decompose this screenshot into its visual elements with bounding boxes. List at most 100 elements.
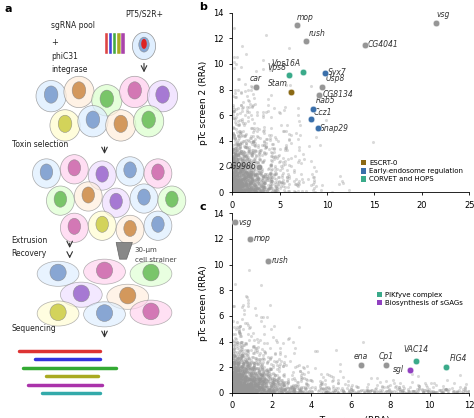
Point <box>264 176 272 183</box>
Point <box>255 370 263 376</box>
Point <box>288 132 295 138</box>
Point <box>285 72 293 79</box>
Point <box>245 337 253 344</box>
Point <box>229 124 237 130</box>
Point <box>251 183 258 190</box>
Point <box>441 386 449 393</box>
Point <box>339 387 347 394</box>
Point <box>247 381 255 388</box>
Point <box>232 386 240 393</box>
Point <box>303 363 311 370</box>
Point <box>254 186 261 193</box>
Point <box>294 104 301 111</box>
Point <box>252 188 259 195</box>
Point <box>231 153 238 160</box>
Point <box>232 166 240 173</box>
Point <box>237 386 245 393</box>
Point <box>236 367 244 374</box>
Point <box>261 184 268 191</box>
Point <box>243 382 251 389</box>
Point <box>251 380 259 386</box>
Point <box>259 176 266 183</box>
Point <box>242 369 249 375</box>
Point <box>230 175 237 182</box>
Point <box>261 364 268 370</box>
Point <box>240 363 247 370</box>
Point <box>233 377 240 384</box>
Point <box>296 131 303 138</box>
Text: integrase: integrase <box>51 65 88 74</box>
Point <box>231 219 239 226</box>
Point <box>239 376 247 382</box>
Point <box>259 314 266 320</box>
Point <box>260 377 267 384</box>
Point <box>241 168 248 175</box>
Point <box>303 380 310 387</box>
Point <box>266 372 273 378</box>
Point <box>254 109 261 115</box>
Point <box>231 385 239 392</box>
Point <box>264 185 272 192</box>
Point <box>229 135 237 142</box>
Point <box>253 178 261 185</box>
Point <box>278 382 285 389</box>
Point <box>230 368 238 375</box>
Text: Snap29: Snap29 <box>320 124 349 133</box>
Point <box>305 382 312 388</box>
Point <box>334 380 342 387</box>
Point <box>250 377 258 384</box>
Point <box>248 385 255 391</box>
Point <box>235 390 243 396</box>
Point <box>231 388 239 395</box>
Point <box>234 380 241 387</box>
Point <box>231 158 239 165</box>
Point <box>241 188 248 194</box>
Point <box>263 175 271 182</box>
Point <box>237 166 245 173</box>
Point <box>242 183 250 190</box>
Point <box>232 387 240 394</box>
Point <box>230 365 238 372</box>
Point <box>253 387 260 393</box>
Point <box>264 360 271 367</box>
Point <box>253 176 260 183</box>
Point <box>234 381 241 388</box>
Point <box>282 147 289 153</box>
Point <box>267 383 275 390</box>
Point <box>231 335 239 342</box>
Point <box>429 389 437 395</box>
Point <box>229 382 237 389</box>
Point <box>231 367 239 374</box>
Point <box>395 384 403 391</box>
Point <box>247 357 255 364</box>
Point <box>244 148 252 154</box>
Point <box>260 388 267 395</box>
Point <box>242 186 249 193</box>
Point <box>237 377 245 383</box>
Point <box>233 385 240 392</box>
Point <box>249 329 256 336</box>
Point <box>453 388 460 395</box>
Point <box>231 173 239 180</box>
Point <box>242 166 249 173</box>
Point <box>242 366 250 372</box>
Point <box>245 185 252 191</box>
Point <box>231 353 239 359</box>
Point <box>251 181 258 188</box>
Point <box>351 389 358 396</box>
Point <box>294 379 302 385</box>
Point <box>248 389 255 396</box>
Point <box>233 379 241 386</box>
Point <box>243 294 251 301</box>
Point <box>232 385 240 392</box>
Point <box>249 378 257 385</box>
Point <box>236 151 243 158</box>
Point <box>229 177 237 184</box>
Point <box>233 375 241 382</box>
Point <box>229 186 237 193</box>
Point <box>291 167 298 174</box>
Point <box>242 182 250 189</box>
Point <box>229 181 237 188</box>
Point <box>307 377 315 383</box>
Point <box>268 381 275 387</box>
